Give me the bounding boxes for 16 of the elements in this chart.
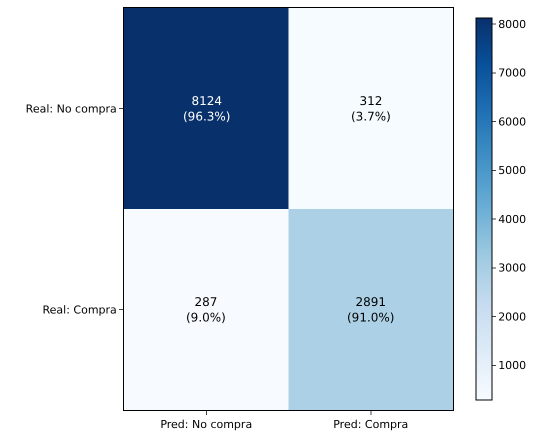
color-bar-label: 5000 [498,164,526,178]
color-bar-label: 8000 [498,18,526,31]
color-bar-label: 3000 [498,262,526,275]
x-tick-label: Pred: Compra [333,418,408,432]
y-tick-label: Real: No compra [26,102,117,116]
data-label: 287 (9.0%) [186,295,226,325]
color-bar-label: 1000 [498,359,526,372]
color-bar-label: 6000 [498,115,526,128]
color-bar-label: 2000 [498,310,526,324]
y-tick-label: Real: Compra [42,303,117,316]
color-bar-label: 4000 [498,212,526,226]
color-bar-label: 7000 [498,66,526,80]
data-label: 312 (3.7%) [351,94,391,124]
data-label: 2891 (91.0%) [347,295,394,325]
x-tick-label: Pred: No compra [160,418,252,432]
data-label: 8124 (96.3%) [183,94,230,124]
